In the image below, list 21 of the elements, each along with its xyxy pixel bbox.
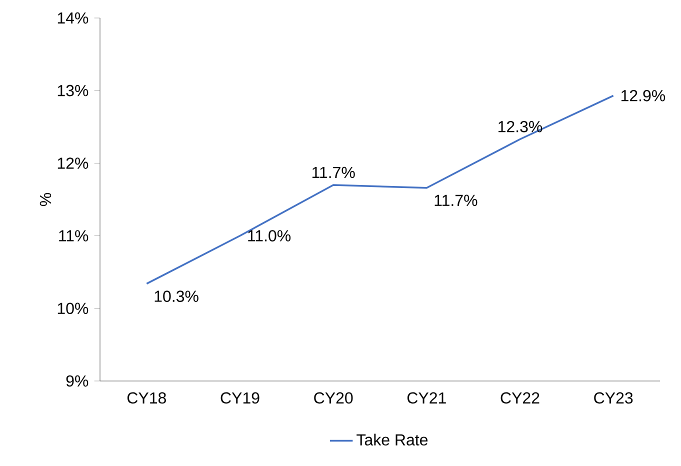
y-tick-label: 11% (59, 230, 88, 242)
y-tick-label: 10% (58, 302, 88, 314)
legend-label: Take Rate (356, 434, 428, 446)
y-tick-label: 14% (58, 12, 88, 24)
x-tick-label: CY19 (220, 392, 260, 404)
x-tick-label: CY21 (407, 392, 446, 404)
y-tick-label: 9% (66, 375, 88, 387)
y-tick-label: 12% (58, 158, 88, 169)
data-label: 12.3% (498, 120, 542, 132)
x-tick-label: CY20 (314, 392, 353, 404)
y-tick-label: 13% (58, 84, 88, 96)
data-label: 12.9% (621, 90, 666, 102)
data-label: 10.3% (154, 290, 198, 302)
line-series (146, 94, 614, 285)
x-tick-label: CY22 (500, 392, 540, 404)
x-tick-label: CY23 (594, 392, 633, 404)
data-label: 11.7% (434, 194, 478, 206)
data-label: 11.7% (312, 166, 355, 178)
x-tick-label: CY18 (127, 392, 166, 404)
y-axis-title: % (40, 192, 52, 206)
data-label: 11.0% (248, 230, 291, 242)
